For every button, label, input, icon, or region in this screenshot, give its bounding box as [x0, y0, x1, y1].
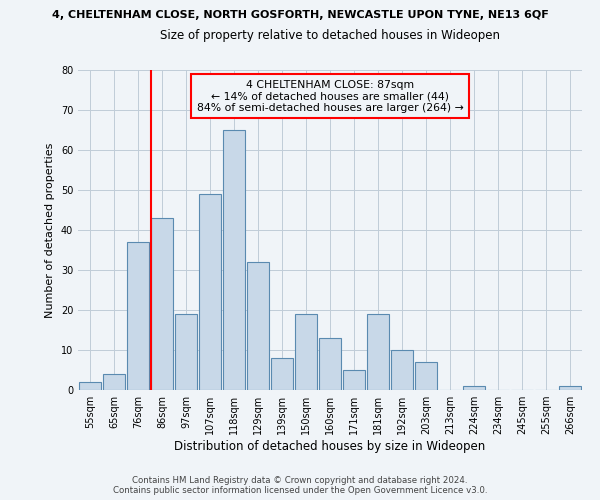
Bar — [463, 386, 485, 390]
Bar — [247, 262, 269, 390]
Bar — [199, 194, 221, 390]
Bar — [223, 130, 245, 390]
Bar — [415, 362, 437, 390]
Bar — [367, 314, 389, 390]
Bar — [103, 374, 125, 390]
Text: Contains HM Land Registry data © Crown copyright and database right 2024.
Contai: Contains HM Land Registry data © Crown c… — [113, 476, 487, 495]
Bar — [343, 370, 365, 390]
Title: Size of property relative to detached houses in Wideopen: Size of property relative to detached ho… — [160, 30, 500, 43]
Bar — [391, 350, 413, 390]
Bar — [127, 242, 149, 390]
Bar — [79, 382, 101, 390]
Text: 4, CHELTENHAM CLOSE, NORTH GOSFORTH, NEWCASTLE UPON TYNE, NE13 6QF: 4, CHELTENHAM CLOSE, NORTH GOSFORTH, NEW… — [52, 10, 548, 20]
Bar — [559, 386, 581, 390]
Bar — [295, 314, 317, 390]
X-axis label: Distribution of detached houses by size in Wideopen: Distribution of detached houses by size … — [175, 440, 485, 453]
Text: 4 CHELTENHAM CLOSE: 87sqm
← 14% of detached houses are smaller (44)
84% of semi-: 4 CHELTENHAM CLOSE: 87sqm ← 14% of detac… — [197, 80, 463, 113]
Bar — [319, 338, 341, 390]
Bar — [271, 358, 293, 390]
Y-axis label: Number of detached properties: Number of detached properties — [45, 142, 55, 318]
Bar — [151, 218, 173, 390]
Bar — [175, 314, 197, 390]
